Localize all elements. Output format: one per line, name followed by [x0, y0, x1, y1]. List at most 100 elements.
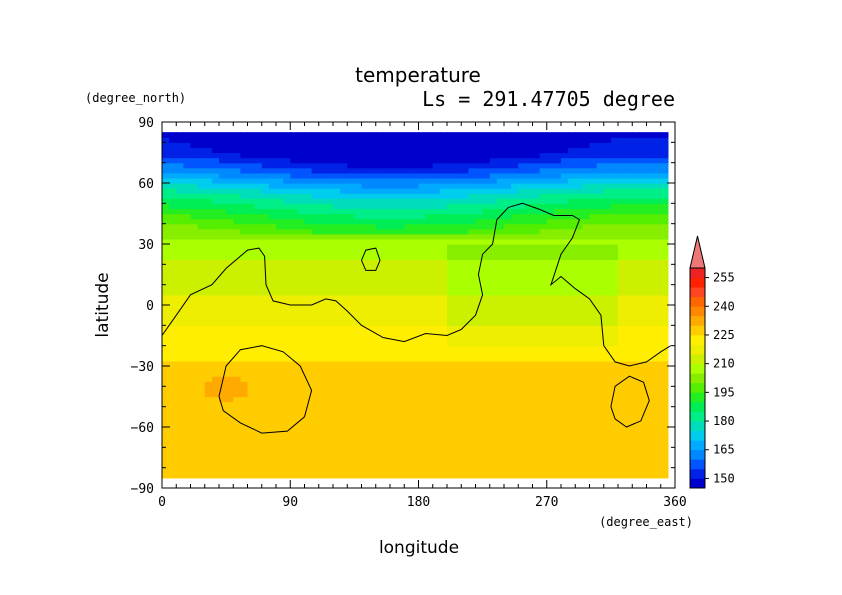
heatmap-cell [197, 157, 206, 164]
heatmap-cell [404, 213, 412, 220]
heatmap-cell [625, 208, 633, 215]
heatmap-cell [568, 325, 576, 332]
heatmap-cell [368, 355, 377, 362]
heatmap-cell [461, 345, 469, 352]
heatmap-cell [475, 335, 484, 342]
heatmap-cell [368, 254, 377, 260]
heatmap-cell [589, 233, 598, 240]
x-tick-label: 270 [535, 495, 558, 510]
heatmap-cell [468, 218, 477, 225]
heatmap-cell [340, 294, 348, 301]
heatmap-cell [368, 162, 377, 169]
heatmap-cell [468, 427, 477, 433]
heatmap-cell [211, 254, 220, 260]
heatmap-cell [561, 137, 569, 143]
heatmap-cell [610, 360, 619, 367]
heatmap-cell [390, 472, 398, 479]
heatmap-cell [546, 315, 555, 321]
heatmap-cell [489, 350, 498, 357]
heatmap-cell [318, 218, 327, 225]
heatmap-cell [361, 305, 370, 311]
heatmap-cell [489, 310, 498, 316]
heatmap-cell [169, 386, 177, 393]
heatmap-cell [596, 462, 605, 469]
heatmap-cell [439, 345, 448, 352]
heatmap-cell [283, 457, 291, 464]
heatmap-cell [568, 467, 576, 474]
heatmap-cell [632, 467, 640, 474]
heatmap-cell [553, 274, 562, 281]
heatmap-cell [333, 310, 341, 316]
heatmap-cell [653, 203, 662, 210]
heatmap-cell [361, 310, 370, 316]
heatmap-cell [575, 208, 583, 215]
heatmap-cell [482, 381, 491, 387]
heatmap-cell [610, 396, 619, 403]
heatmap-cell [340, 345, 348, 352]
heatmap-cell [439, 371, 448, 377]
heatmap-cell [610, 177, 619, 184]
heatmap-cell [268, 330, 277, 337]
heatmap-cell [283, 213, 291, 220]
heatmap-cell [304, 269, 313, 276]
heatmap-cell [447, 137, 455, 143]
heatmap-cell [325, 315, 334, 321]
heatmap-cell [482, 310, 491, 316]
heatmap-cell [618, 213, 626, 220]
heatmap-cell [418, 132, 427, 138]
heatmap-cell [525, 233, 534, 240]
heatmap-cell [254, 381, 263, 387]
heatmap-cell [176, 183, 184, 189]
heatmap-cell [468, 289, 477, 296]
heatmap-cell [276, 421, 284, 428]
heatmap-cell [553, 147, 562, 154]
heatmap-cell [247, 264, 256, 271]
heatmap-cell [190, 467, 199, 474]
heatmap-cell [354, 172, 363, 179]
heatmap-cell [176, 259, 184, 265]
heatmap-cell [660, 411, 669, 418]
heatmap-cell [354, 289, 363, 296]
heatmap-cell [482, 325, 491, 332]
heatmap-cell [354, 162, 363, 169]
heatmap-cell [475, 233, 484, 240]
heatmap-cell [653, 467, 662, 474]
heatmap-cell [247, 274, 256, 281]
heatmap-cell [639, 193, 648, 199]
heatmap-cell [660, 223, 669, 230]
heatmap-cell [347, 193, 355, 199]
heatmap-cell [589, 401, 598, 408]
heatmap-cell [511, 371, 519, 377]
heatmap-cell [219, 371, 227, 377]
heatmap-cell [226, 198, 234, 204]
heatmap-cell [247, 355, 256, 362]
heatmap-cell [219, 457, 227, 464]
heatmap-cell [368, 366, 377, 372]
heatmap-cell [539, 457, 548, 464]
heatmap-cell [219, 264, 227, 271]
heatmap-cell [311, 132, 320, 138]
heatmap-cell [390, 457, 398, 464]
heatmap-cell [568, 238, 576, 245]
heatmap-cell [397, 137, 405, 143]
heatmap-cell [539, 188, 548, 194]
heatmap-cell [461, 294, 469, 301]
heatmap-cell [361, 208, 370, 215]
heatmap-cell [183, 371, 192, 377]
heatmap-cell [603, 452, 612, 459]
heatmap-cell [610, 401, 619, 408]
heatmap-cell [340, 299, 348, 306]
heatmap-cell [461, 167, 469, 174]
heatmap-cell [582, 233, 591, 240]
heatmap-cell [632, 452, 640, 459]
heatmap-cell [190, 406, 199, 413]
heatmap-cell [539, 264, 548, 271]
heatmap-cell [539, 411, 548, 418]
heatmap-cell [653, 299, 662, 306]
heatmap-cell [233, 381, 241, 387]
heatmap-cell [639, 371, 648, 377]
heatmap-cell [311, 437, 320, 443]
heatmap-cell [268, 183, 277, 189]
heatmap-cell [539, 472, 548, 479]
heatmap-cell [546, 208, 555, 215]
